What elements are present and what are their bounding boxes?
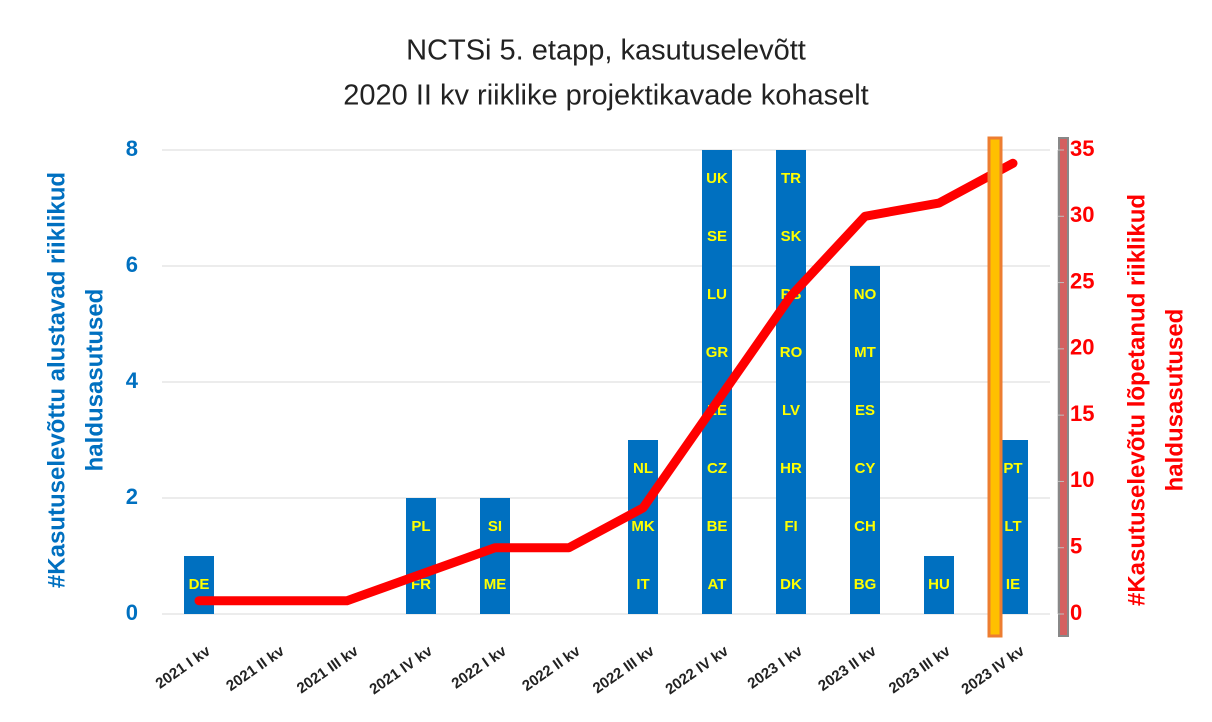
bar-label: AT <box>708 576 727 593</box>
y2-tick-label: 20 <box>1070 335 1094 360</box>
bar <box>998 440 1028 614</box>
bar <box>924 556 954 614</box>
highlight-bar <box>1058 137 1069 637</box>
highlight-bar <box>987 136 1003 638</box>
y-tick-label: 4 <box>126 368 139 393</box>
y-axis-label: #Kasutuselevõttu alustavad riiklikud hal… <box>43 172 108 588</box>
chart-title: 2020 II kv riiklike projektikavade kohas… <box>343 80 868 112</box>
y2-tick-label: 10 <box>1070 467 1094 492</box>
y-tick-label: 8 <box>126 136 138 161</box>
bar-label: ES <box>855 402 875 419</box>
bar-label: CZ <box>707 460 727 477</box>
bar-label: LV <box>782 402 800 419</box>
bar-label: DK <box>780 576 802 593</box>
bar <box>406 498 436 614</box>
bar <box>850 266 880 614</box>
bar-label: CY <box>855 460 876 477</box>
bar-label: MT <box>854 344 876 361</box>
bar <box>776 150 806 614</box>
bar-label: HR <box>780 460 802 477</box>
y-tick-label: 6 <box>126 252 138 277</box>
bar-label: MK <box>631 518 654 535</box>
bar <box>628 440 658 614</box>
bar-label: TR <box>781 170 801 187</box>
y-axis-label-line: #Kasutuselevõttu alustavad riiklikud <box>43 172 70 588</box>
y-tick-label: 0 <box>126 600 138 625</box>
y-axis-label-line: haldusasutused <box>81 289 108 472</box>
y-tick-label: 2 <box>126 484 138 509</box>
bar-label: NO <box>854 286 877 303</box>
y2-tick-label: 0 <box>1070 600 1082 625</box>
bar-label: LT <box>1004 518 1021 535</box>
bar-label: PT <box>1003 460 1022 477</box>
bar-label: LU <box>707 286 727 303</box>
chart-title: NCTSi 5. etapp, kasutuselevõtt <box>406 35 806 67</box>
bar-label: GR <box>706 344 729 361</box>
bar-label: UK <box>706 170 728 187</box>
bar-label: IT <box>636 576 649 593</box>
bar-label: CH <box>854 518 876 535</box>
y2-axis-label: #Kasutuselevõtu lõpetanud riiklikud hald… <box>1123 194 1188 606</box>
y2-tick-label: 15 <box>1070 401 1094 426</box>
bar-label: BG <box>854 576 877 593</box>
bar-label: SI <box>488 518 502 535</box>
bar-label: PL <box>411 518 430 535</box>
bar-label: NL <box>633 460 653 477</box>
bar-label: BE <box>707 518 728 535</box>
y2-tick-label: 35 <box>1070 136 1094 161</box>
bar-label: FI <box>784 518 797 535</box>
y2-tick-label: 5 <box>1070 534 1082 559</box>
bar-label: DE <box>189 576 210 593</box>
bar-label: IE <box>1006 576 1020 593</box>
y2-tick-label: 25 <box>1070 268 1094 293</box>
y2-tick-label: 30 <box>1070 202 1094 227</box>
y2-axis-label-line: #Kasutuselevõtu lõpetanud riiklikud <box>1123 194 1150 606</box>
bar-label: ME <box>484 576 507 593</box>
y2-axis-label-line: haldusasutused <box>1161 309 1188 492</box>
bar-label: RO <box>780 344 803 361</box>
bar-label: SK <box>781 228 802 245</box>
bar-label: SE <box>707 228 727 245</box>
bar-label: HU <box>928 576 950 593</box>
line <box>194 158 1018 606</box>
